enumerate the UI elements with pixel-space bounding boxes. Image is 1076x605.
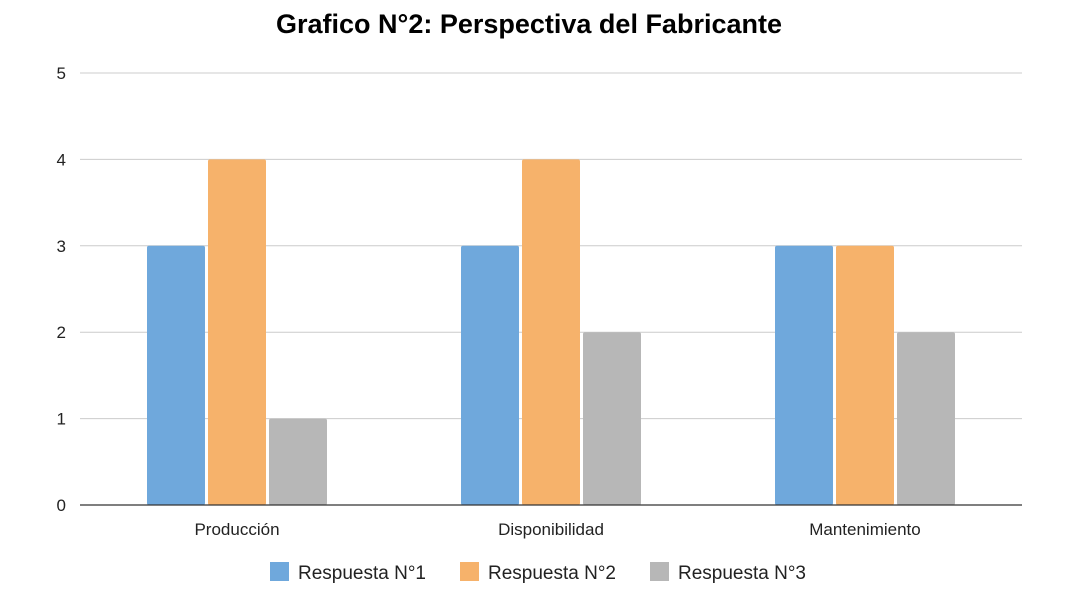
legend-swatch: [460, 562, 479, 581]
x-axis-categories: Producción Disponibilidad Mantenimiento: [194, 520, 920, 539]
bar-3-2: [583, 332, 641, 505]
y-tick-label: 4: [57, 150, 66, 169]
y-axis-ticks: 0 1 2 3 4 5: [57, 64, 66, 515]
y-tick-label: 1: [57, 410, 66, 429]
x-tick-label: Disponibilidad: [498, 520, 604, 539]
bar-2-1: [208, 159, 266, 505]
legend-swatch: [270, 562, 289, 581]
bar-3-1: [269, 418, 327, 505]
legend: Respuesta N°1 Respuesta N°2 Respuesta N°3: [270, 562, 806, 584]
bar-2-2: [522, 159, 580, 505]
y-tick-label: 3: [57, 237, 66, 256]
bar-1-3: [775, 245, 833, 506]
bar-1-1: [147, 245, 205, 506]
y-tick-label: 2: [57, 323, 66, 342]
chart-title: Grafico N°2: Perspectiva del Fabricante: [276, 9, 782, 39]
y-tick-label: 0: [57, 496, 66, 515]
x-tick-label: Mantenimiento: [809, 520, 921, 539]
legend-swatch: [650, 562, 669, 581]
y-tick-label: 5: [57, 64, 66, 83]
bar-2-3: [836, 245, 894, 506]
x-tick-label: Producción: [194, 520, 279, 539]
legend-label: Respuesta N°1: [298, 563, 426, 584]
legend-label: Respuesta N°3: [678, 563, 806, 584]
legend-label: Respuesta N°2: [488, 563, 616, 584]
bar-3-3: [897, 332, 955, 505]
bars: [147, 159, 955, 506]
bar-1-2: [461, 245, 519, 506]
